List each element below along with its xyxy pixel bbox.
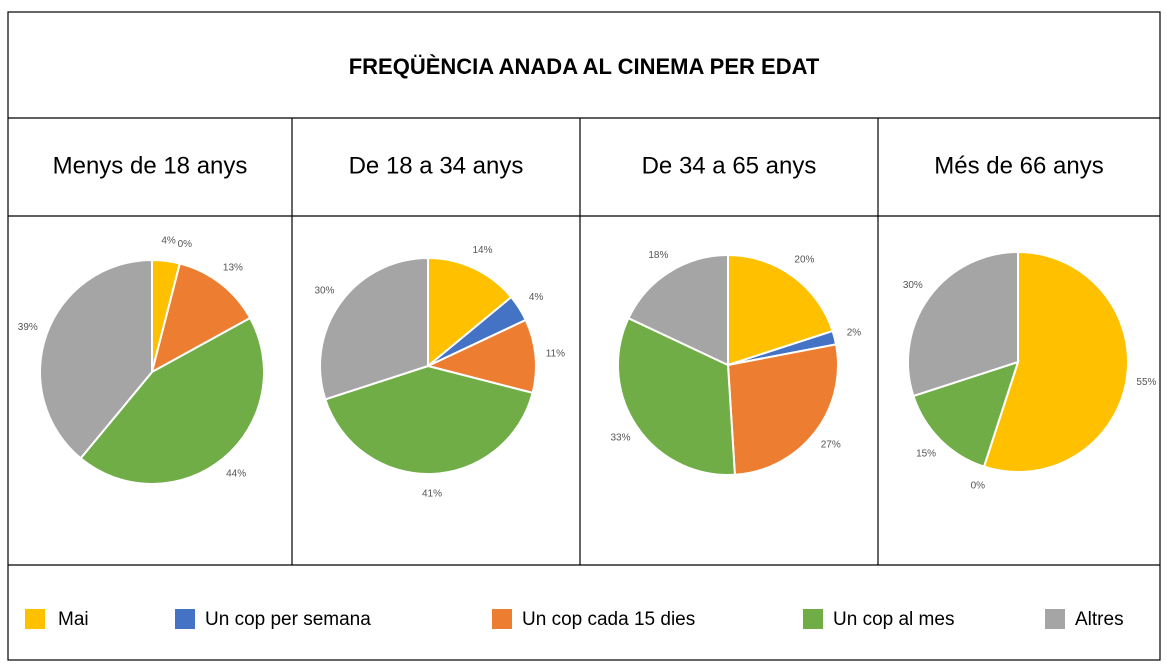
value-label: 30% — [903, 280, 923, 291]
legend-swatch — [175, 609, 195, 629]
value-label: 44% — [226, 468, 246, 479]
pie-slice — [39, 258, 153, 460]
value-label: 0% — [971, 480, 986, 491]
pie-slice — [324, 364, 534, 475]
value-label: 55% — [1136, 377, 1156, 388]
legend-swatch — [1045, 609, 1065, 629]
pie-slice — [627, 253, 729, 367]
legend-label: Mai — [58, 609, 89, 630]
value-label: 27% — [821, 439, 841, 450]
legend-label: Un cop al mes — [833, 609, 954, 630]
pie-slice — [907, 250, 1019, 398]
value-label: 33% — [610, 433, 630, 444]
pie-slice — [726, 343, 839, 476]
legend-swatch — [25, 609, 45, 629]
pie-slice — [150, 262, 252, 374]
pie-slice — [617, 316, 736, 476]
pie-slice — [427, 256, 513, 369]
legend-label: Un cop cada 15 dies — [522, 609, 695, 630]
value-label: 4% — [161, 236, 176, 247]
pie-slice — [79, 316, 265, 485]
title: FREQÜÈNCIA ANADA AL CINEMA PER EDAT — [349, 54, 820, 79]
value-label: 11% — [546, 349, 565, 360]
value-label: 39% — [18, 322, 38, 333]
value-label: 18% — [648, 250, 668, 261]
value-label: 0% — [178, 239, 193, 250]
legend-swatch — [803, 609, 823, 629]
pie-slice — [727, 253, 834, 367]
pie-slice — [319, 256, 429, 401]
legend-label: Altres — [1075, 609, 1124, 630]
column-header: De 18 a 34 anys — [349, 152, 524, 179]
table-border — [7, 11, 1161, 661]
value-label: 15% — [916, 449, 936, 460]
value-label: 14% — [472, 245, 492, 256]
column-header: Menys de 18 anys — [53, 152, 248, 179]
legend-swatch — [492, 609, 512, 629]
value-label: 30% — [314, 285, 334, 296]
pie-slice — [425, 318, 537, 395]
value-label: 13% — [223, 262, 243, 273]
value-label: 2% — [847, 327, 862, 338]
column-header: Més de 66 anys — [934, 152, 1103, 179]
value-label: 41% — [422, 489, 442, 500]
column-header: De 34 a 65 anys — [642, 152, 817, 179]
value-label: 4% — [529, 292, 544, 303]
legend-label: Un cop per semana — [205, 609, 371, 630]
value-label: 20% — [794, 254, 814, 265]
pie-slice — [982, 250, 1129, 473]
